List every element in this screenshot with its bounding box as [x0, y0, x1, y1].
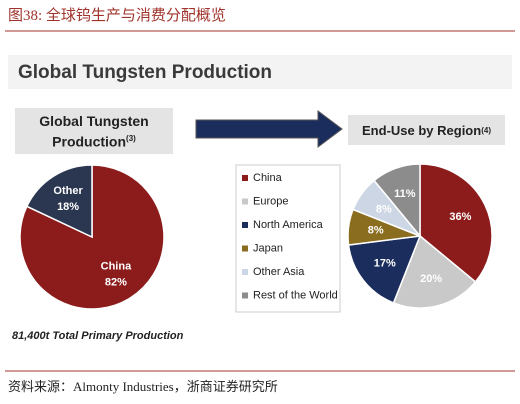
- legend-label: Europe: [253, 195, 288, 207]
- left-title-note: (3): [126, 133, 136, 143]
- slice-name: China: [101, 261, 132, 273]
- legend-label: China: [253, 172, 283, 184]
- slice-label: 82%: [105, 277, 127, 289]
- slice-label: 20%: [420, 273, 442, 285]
- pie-slice: [347, 235, 422, 304]
- slice-name: Other: [53, 185, 83, 197]
- slice-label: 18%: [57, 201, 79, 213]
- legend-swatch: [242, 198, 248, 205]
- footnote: 81,400t Total Primary Production: [12, 330, 184, 342]
- legend-swatch: [242, 222, 248, 228]
- arrow: [195, 110, 343, 148]
- legend-swatch: [242, 245, 248, 252]
- figure-title: 图38: 全球钨生产与消费分配概览: [8, 6, 226, 24]
- pie-slice: [25, 164, 93, 239]
- slice-label: 11%: [394, 188, 416, 200]
- right-title-box: End-Use by Region (4): [348, 115, 505, 145]
- right-title-note: (4): [481, 125, 491, 135]
- banner-bg: [8, 55, 512, 89]
- banner-title: Global Tungsten Production: [18, 62, 272, 83]
- legend-label: Japan: [253, 242, 283, 254]
- slice-label: 8%: [376, 204, 392, 216]
- left-title-text: Global Tungsten Production: [39, 112, 149, 150]
- right-title-text: End-Use by Region: [362, 122, 482, 138]
- legend-label: Rest of the World: [253, 289, 338, 301]
- legend-swatch: [242, 292, 248, 299]
- legend-swatch: [242, 175, 248, 181]
- legend-label: Other Asia: [253, 266, 305, 278]
- legend-box: [235, 164, 341, 313]
- source: 资料来源：Almonty Industries，浙商证券研究所: [8, 379, 278, 394]
- pie-slice: [419, 163, 493, 283]
- left-title: Global Tungsten Production(3): [39, 112, 149, 151]
- legend-label: North America: [253, 219, 324, 231]
- slice-label: 36%: [449, 211, 471, 223]
- slice-label: 8%: [368, 224, 384, 236]
- pie-slice: [373, 163, 421, 239]
- left-title-box: Global Tungsten Production(3): [15, 108, 173, 154]
- pie-slice: [392, 234, 477, 309]
- legend-swatch: [242, 269, 248, 275]
- slice-label: 17%: [374, 257, 396, 269]
